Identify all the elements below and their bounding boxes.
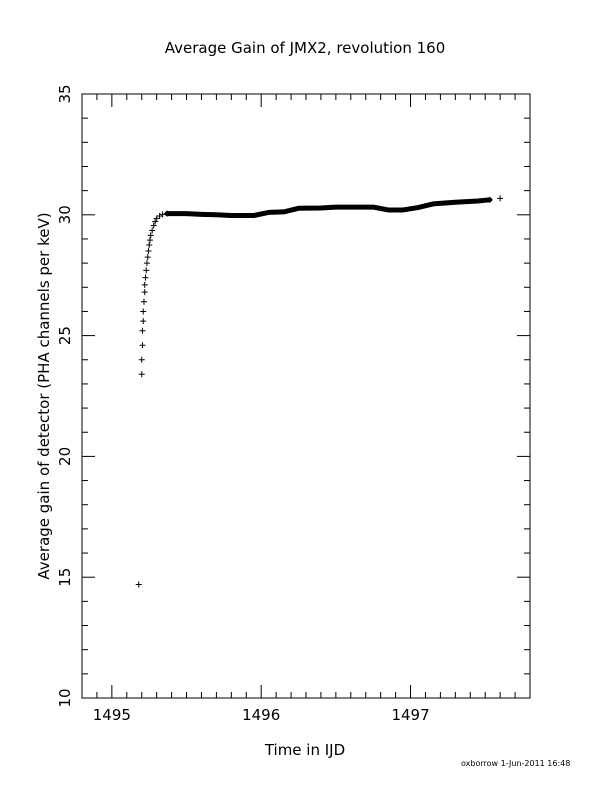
- x-axis-tick-labels: 1495 1496 1497: [93, 706, 430, 724]
- footer-stamp: oxborrow 1-Jun-2011 16:48: [461, 759, 571, 768]
- y-axis-tick-labels: 10 15 20 25 30 35: [56, 84, 74, 707]
- y-tick-label: 10: [56, 688, 74, 707]
- data-point: [486, 196, 493, 203]
- data-point: [152, 218, 159, 225]
- dense-points-band: [164, 197, 493, 219]
- data-point: [146, 242, 153, 248]
- data-point: [138, 356, 145, 363]
- x-tick-label: 1496: [242, 706, 280, 724]
- data-point: [138, 371, 145, 378]
- gain-series: [135, 195, 504, 588]
- y-axis-label: Average gain of detector (PHA channels p…: [35, 212, 53, 579]
- data-point: [139, 327, 146, 334]
- data-point: [140, 318, 147, 325]
- data-point: [135, 581, 142, 588]
- x-tick-label: 1497: [391, 706, 429, 724]
- x-tick-label: 1495: [93, 706, 131, 724]
- x-axis-label: Time in IJD: [264, 741, 345, 759]
- y-tick-label: 25: [56, 326, 74, 345]
- data-point: [143, 260, 150, 267]
- data-point: [149, 227, 156, 234]
- data-point: [150, 222, 157, 229]
- data-point: [139, 342, 146, 349]
- data-point: [145, 248, 152, 255]
- x-axis-ticks: [81, 94, 531, 698]
- data-point: [497, 195, 504, 202]
- data-point: [141, 289, 148, 296]
- y-tick-label: 15: [56, 568, 74, 587]
- data-point: [147, 232, 154, 239]
- y-tick-label: 20: [56, 447, 74, 466]
- data-point: [143, 267, 150, 274]
- chart-title: Average Gain of JMX2, revolution 160: [165, 39, 446, 57]
- data-point: [140, 298, 147, 305]
- data-point: [159, 211, 166, 218]
- data-point: [144, 254, 151, 261]
- y-tick-label: 35: [56, 84, 74, 103]
- data-point: [140, 308, 147, 315]
- y-axis-ticks: [82, 93, 530, 699]
- data-point: [141, 281, 148, 288]
- plot-frame: [81, 93, 531, 699]
- data-point: [142, 274, 149, 281]
- data-point: [146, 237, 153, 244]
- y-tick-label: 30: [56, 205, 74, 224]
